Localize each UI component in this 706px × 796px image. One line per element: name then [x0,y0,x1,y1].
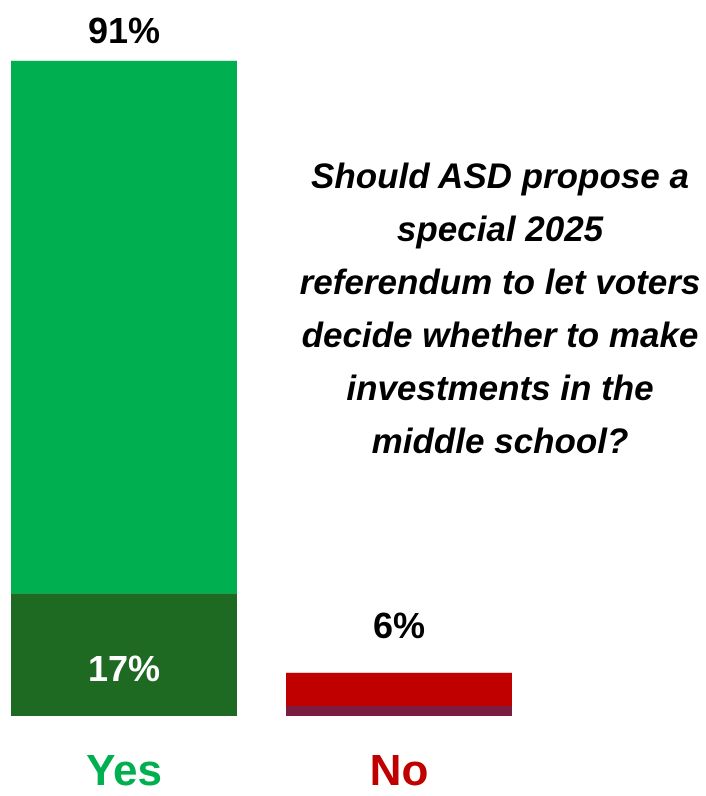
bar-no-top [286,672,512,706]
category-label-yes: Yes [86,746,162,795]
bar-yes-segment-1 [11,60,237,594]
yes-inner-label: 17% [87,648,161,689]
bar-no-bottom [286,706,512,716]
category-label-no: No [369,746,429,795]
bar-yes-segment-0 [11,593,237,716]
yes-total-label: 91% [87,10,161,51]
no-total-label: 6% [372,605,426,646]
question-annotation: Should ASD propose a special 2025 refere… [299,157,701,461]
